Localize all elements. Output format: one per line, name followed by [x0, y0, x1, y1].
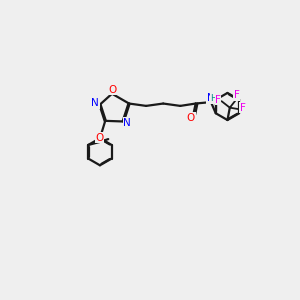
Text: F: F: [240, 103, 246, 113]
Text: N: N: [124, 118, 131, 128]
Text: O: O: [187, 113, 195, 123]
Text: F: F: [215, 95, 221, 105]
Text: N: N: [206, 93, 214, 103]
Text: N: N: [92, 98, 99, 108]
Text: O: O: [108, 85, 116, 94]
Text: H: H: [211, 94, 217, 103]
Text: O: O: [96, 133, 104, 143]
Text: F: F: [234, 90, 240, 100]
